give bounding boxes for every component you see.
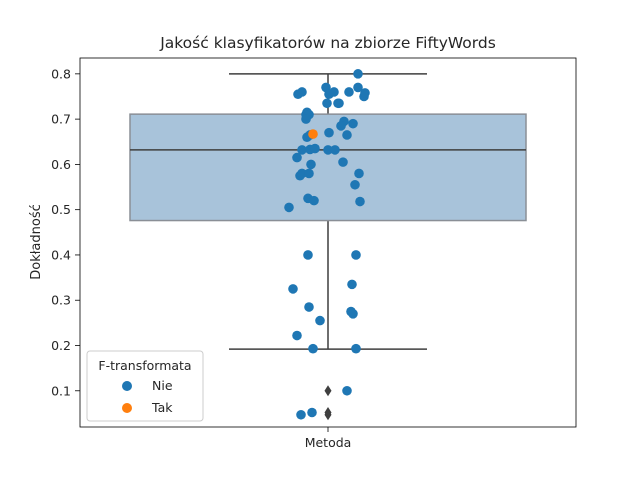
legend-title: F-transformata (98, 358, 191, 373)
data-point-nie (342, 385, 352, 396)
data-point-nie (310, 143, 320, 154)
y-tick-label: 0.5 (51, 202, 71, 217)
data-point-nie (297, 168, 307, 179)
y-tick-label: 0.7 (51, 112, 71, 127)
y-tick-label: 0.8 (51, 66, 71, 81)
data-point-nie (324, 127, 334, 138)
data-point-nie (284, 202, 294, 213)
legend-marker-tak (122, 403, 132, 413)
data-point-nie (315, 315, 325, 326)
data-point-nie (303, 250, 313, 260)
data-point-nie (360, 88, 370, 98)
x-tick-label: Metoda (305, 435, 352, 450)
data-point-nie (306, 159, 316, 170)
x-axis: Metoda (305, 427, 352, 450)
legend: F-transformata Nie Tak (86, 350, 204, 422)
data-point-nie (351, 250, 361, 260)
data-point-nie (350, 179, 360, 190)
data-point-nie (353, 82, 363, 93)
y-axis-label: Dokładność (29, 204, 44, 280)
chart-title: Jakość klasyfikatorów na zbiorze FiftyWo… (159, 34, 496, 52)
legend-frame (86, 350, 204, 422)
outlier-marker (324, 385, 332, 397)
data-point-nie (307, 407, 317, 418)
data-point-nie (297, 145, 307, 155)
data-point-nie (336, 121, 346, 131)
data-point-nie (348, 118, 358, 129)
data-point-tak (308, 129, 318, 139)
data-point-nie (338, 157, 348, 167)
data-point-nie (304, 302, 314, 312)
y-tick-label: 0.4 (51, 247, 71, 262)
y-tick-label: 0.6 (51, 157, 71, 172)
outlier-marker (324, 409, 332, 421)
data-point-nie (344, 87, 354, 97)
data-point-nie (342, 130, 352, 140)
strip-points (284, 69, 370, 420)
data-point-nie (355, 196, 365, 207)
y-tick-label: 0.3 (51, 293, 71, 308)
data-point-nie (297, 87, 307, 97)
data-point-nie (330, 145, 340, 155)
y-tick-label: 0.1 (51, 383, 71, 398)
legend-marker-nie (122, 381, 132, 391)
legend-label-tak: Tak (151, 400, 173, 415)
data-point-nie (308, 343, 318, 354)
data-point-nie (333, 98, 343, 109)
data-point-nie (292, 152, 302, 163)
data-point-nie (354, 168, 364, 179)
data-point-nie (348, 309, 358, 319)
y-axis: 0.1 0.2 0.3 0.4 0.5 0.6 0.7 0.8 (51, 66, 80, 398)
data-point-nie (322, 98, 332, 109)
data-point-nie (347, 279, 357, 290)
data-point-nie (329, 87, 339, 97)
data-point-nie (301, 114, 311, 124)
data-point-nie (296, 409, 306, 420)
y-tick-label: 0.2 (51, 338, 71, 353)
legend-label-nie: Nie (152, 378, 173, 393)
data-point-nie (353, 69, 363, 79)
data-point-nie (304, 168, 314, 179)
data-point-nie (292, 330, 302, 341)
data-point-nie (288, 284, 298, 294)
data-point-nie (351, 343, 361, 354)
data-point-nie (323, 145, 333, 155)
data-point-nie (309, 195, 319, 206)
